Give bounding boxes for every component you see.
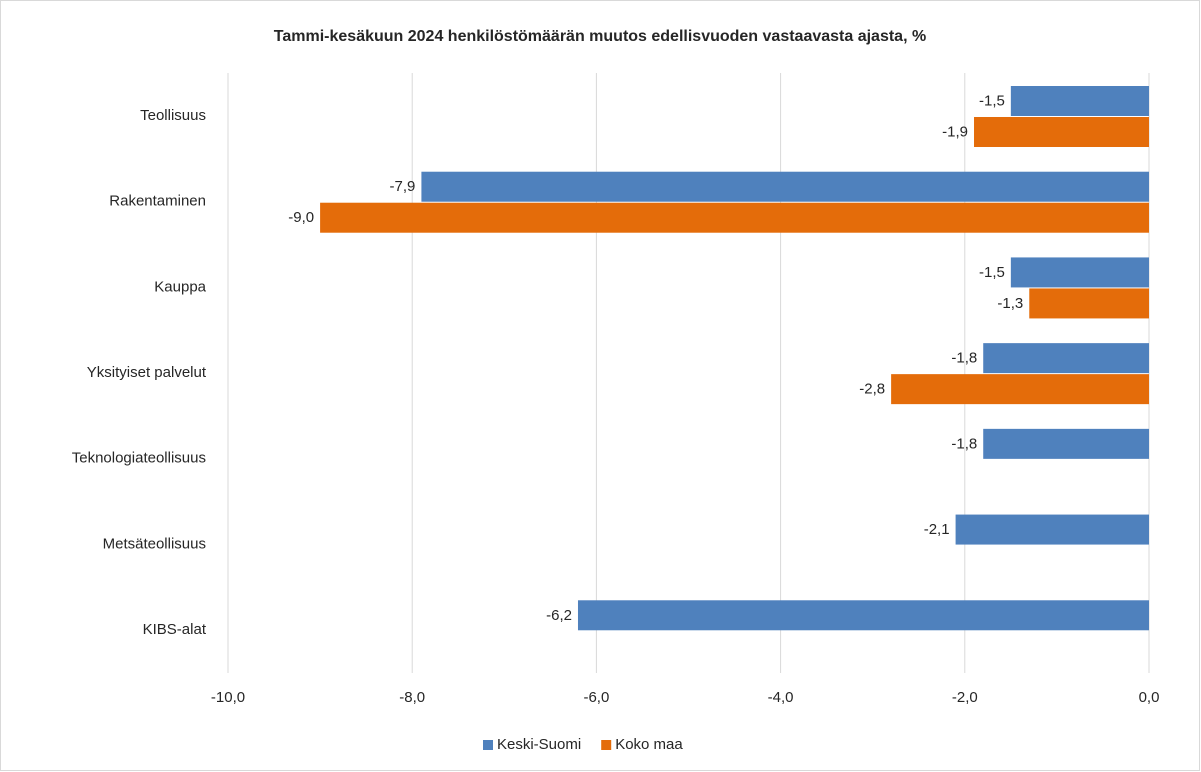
bar: [320, 202, 1150, 233]
bar: [955, 514, 1149, 545]
y-tick-label: Yksityiset palvelut: [87, 364, 207, 381]
y-tick-label: Kauppa: [154, 278, 206, 295]
data-label: -1,8: [951, 435, 977, 452]
x-tick-label: -6,0: [583, 689, 609, 706]
bar: [1029, 288, 1149, 319]
bar: [974, 117, 1149, 147]
data-label: -1,3: [997, 295, 1023, 312]
bar: [421, 171, 1149, 202]
data-label: -9,0: [288, 209, 314, 226]
data-label: -2,1: [924, 521, 950, 538]
x-tick-label: -8,0: [399, 689, 425, 706]
y-tick-label: Rakentaminen: [109, 193, 206, 210]
x-tick-label: -10,0: [211, 689, 245, 706]
bar: [577, 600, 1149, 631]
y-tick-label: Teollisuus: [140, 107, 206, 124]
data-label: -1,8: [951, 350, 977, 367]
chart-title: Tammi-kesäkuun 2024 henkilöstömäärän muu…: [274, 28, 926, 45]
data-label: -2,8: [859, 381, 885, 398]
data-label: -6,2: [546, 607, 572, 624]
x-tick-label: -2,0: [952, 689, 978, 706]
data-label: -7,9: [390, 178, 416, 195]
bar: [983, 428, 1149, 459]
legend-swatch: [483, 740, 493, 750]
data-label: -1,5: [979, 92, 1005, 109]
legend-label: Koko maa: [615, 736, 683, 753]
data-label: -1,5: [979, 264, 1005, 281]
bar: [1010, 86, 1149, 116]
x-tick-label: -4,0: [768, 689, 794, 706]
bar: [1010, 257, 1149, 288]
legend-swatch: [601, 740, 612, 750]
legend-label: Keski-Suomi: [497, 736, 581, 753]
y-tick-label: KIBS-alat: [143, 621, 207, 638]
x-tick-label: 0,0: [1139, 689, 1160, 706]
bar: [891, 374, 1149, 405]
data-label: -1,9: [942, 123, 968, 140]
bar: [983, 343, 1149, 374]
y-tick-label: Teknologiateollisuus: [72, 450, 206, 467]
y-tick-label: Metsäteollisuus: [103, 535, 206, 552]
